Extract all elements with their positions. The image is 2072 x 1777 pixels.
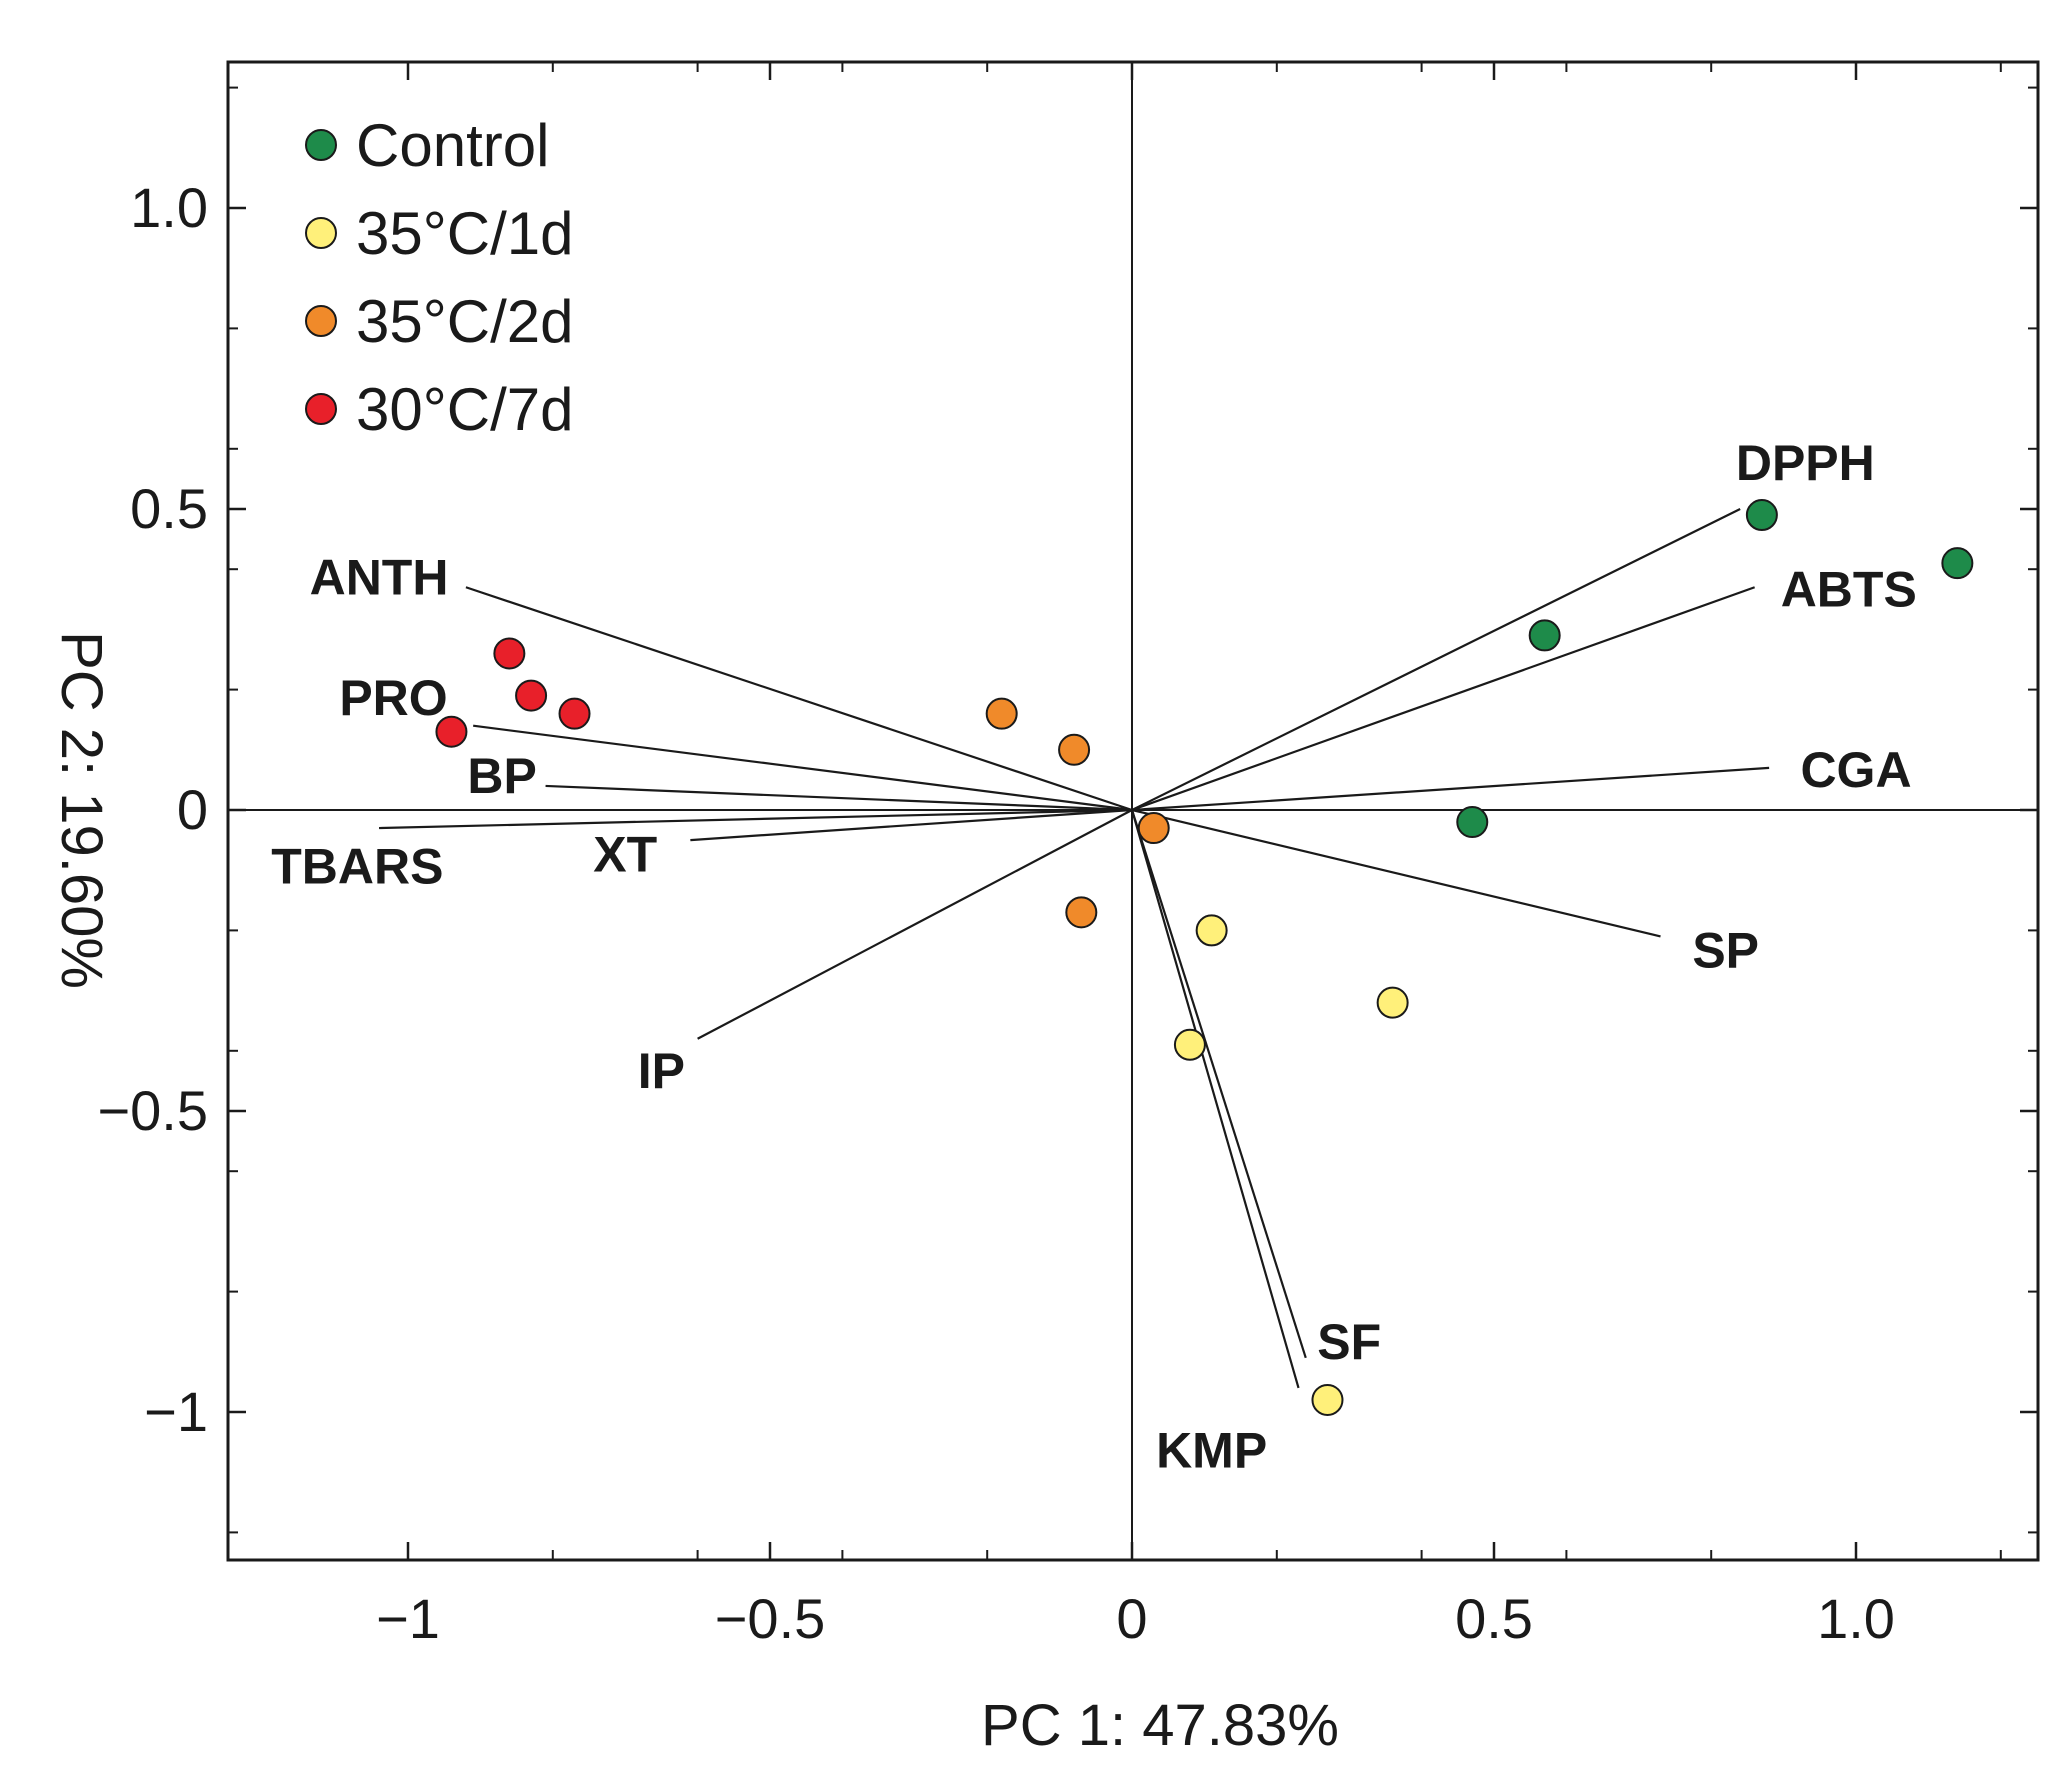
data-point-35-c-2d [1065,896,1098,929]
y-tick-label: 0 [177,778,208,841]
loading-label-bp: BP [467,748,536,804]
loading-label-ip: IP [638,1043,685,1099]
legend-marker-35-c-1d [305,217,337,249]
data-point-30-c-7d [435,715,468,748]
loading-vector-sf [1130,809,1307,1359]
loading-vector-cga [1131,766,1770,812]
loading-vector-pro [473,724,1133,812]
data-point-35-c-1d [1311,1383,1344,1416]
loading-label-xt: XT [593,826,657,882]
loading-label-sf: SF [1317,1314,1381,1370]
x-tick-label: −1 [376,1587,440,1650]
x-tick-label: 0.5 [1455,1587,1533,1650]
loading-label-dpph: DPPH [1736,435,1875,491]
loading-vector-anth [465,586,1133,812]
plot-frame [226,60,2040,1562]
loading-vector-ip [697,809,1133,1040]
data-point-30-c-7d [515,679,548,712]
loading-label-cga: CGA [1800,742,1911,798]
y-tick-label: −0.5 [97,1079,208,1142]
x-tick-label: 1.0 [1817,1587,1895,1650]
legend-label-35-c-1d: 35°C/1d [356,200,573,267]
loading-label-pro: PRO [339,670,447,726]
data-point-35-c-1d [1173,1028,1206,1061]
data-point-control [1528,619,1561,652]
y-tick-label: 0.5 [130,477,208,540]
data-point-30-c-7d [558,697,591,730]
loading-label-kmp: KMP [1156,1422,1267,1478]
data-point-control [1941,547,1974,580]
data-point-35-c-1d [1376,986,1409,1019]
x-tick-label: 0 [1116,1587,1147,1650]
data-point-control [1745,499,1778,532]
loading-label-anth: ANTH [310,549,449,605]
loading-vector-xt [690,808,1133,842]
legend-marker-control [305,129,337,161]
loading-label-sp: SP [1692,923,1759,979]
data-point-35-c-1d [1195,914,1228,947]
legend-label-30-c-7d: 30°C/7d [356,376,573,443]
y-axis-title: PC 2: 19.60% [49,631,114,989]
data-point-35-c-2d [1058,733,1091,766]
loading-vector-dpph [1131,508,1741,811]
loading-vector-bp [545,784,1133,812]
loading-vector-abts [1131,586,1756,812]
loading-vector-kmp [1130,809,1300,1389]
data-point-35-c-2d [1137,812,1170,845]
data-point-35-c-2d [985,697,1018,730]
loading-label-tbars: TBARS [271,838,443,894]
y-tick-label: −1 [144,1380,208,1443]
loading-vector-sp [1131,808,1661,938]
legend-marker-30-c-7d [305,393,337,425]
loading-label-abts: ABTS [1781,561,1917,617]
data-point-control [1456,806,1489,839]
y-tick-label: 1.0 [130,176,208,239]
data-point-30-c-7d [493,637,526,670]
x-tick-label: −0.5 [715,1587,826,1650]
legend-label-35-c-2d: 35°C/2d [356,288,573,355]
legend-label-control: Control [356,112,549,179]
legend: Control 35°C/1d 35°C/2d 30°C/7d [305,112,573,443]
loading-vector-tbars [379,808,1133,830]
x-axis-title: PC 1: 47.83% [981,1693,1339,1758]
legend-marker-35-c-2d [305,305,337,337]
